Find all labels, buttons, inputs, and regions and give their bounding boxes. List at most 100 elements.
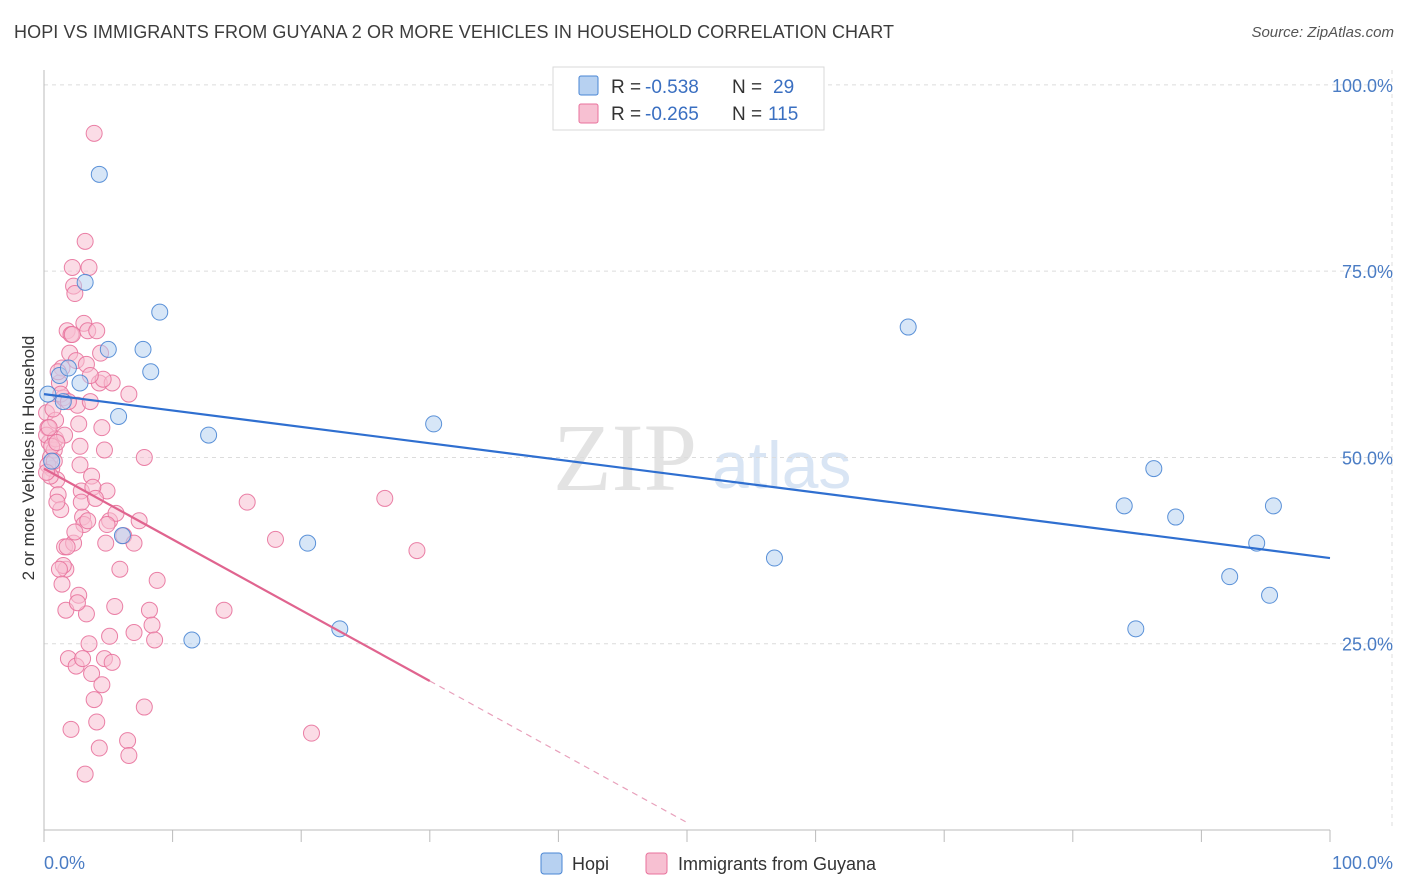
- guyana-point-21: [66, 285, 84, 303]
- legend-r-label-guyana: R =: [611, 104, 641, 125]
- bottom-legend-swatch-hopi: [540, 852, 563, 875]
- guyana-point-98: [58, 538, 76, 556]
- axes: [43, 70, 1331, 842]
- guyana-point-35: [85, 124, 103, 142]
- guyana-point-49: [135, 448, 153, 466]
- guyana-point-38: [93, 419, 111, 437]
- guyana-point-25: [71, 456, 89, 474]
- legend: R = -0.538 N = 29 R = -0.265 N = 115: [552, 66, 825, 131]
- hopi-point-25: [1261, 586, 1279, 604]
- hopi-point-4: [76, 273, 94, 291]
- guyana-point-74: [90, 739, 108, 757]
- guyana-point-51: [143, 616, 161, 634]
- guyana-point-81: [119, 732, 137, 750]
- legend-r-label-hopi: R =: [611, 77, 641, 98]
- source-credit: Source: ZipAtlas.com: [1251, 24, 1394, 41]
- legend-swatch-hopi: [578, 75, 599, 96]
- guyana-point-108: [48, 434, 66, 452]
- guyana-point-73: [88, 713, 106, 731]
- guyana-point-91: [40, 419, 58, 437]
- hopi-point-16: [425, 415, 443, 433]
- guyana-point-88: [302, 724, 320, 742]
- guyana-point-70: [80, 635, 98, 653]
- hopi-point-11: [151, 303, 169, 321]
- chart-title: HOPI VS IMMIGRANTS FROM GUYANA 2 OR MORE…: [14, 22, 895, 42]
- watermark-zip: ZIP: [553, 404, 697, 511]
- legend-r-value-guyana: -0.265: [645, 104, 699, 125]
- legend-r-value-hopi: -0.538: [645, 77, 699, 98]
- trend-line-guyana-extension: [429, 680, 688, 824]
- legend-n-label-guyana: N =: [732, 104, 762, 125]
- y-tick-labels: 25.0% 50.0% 75.0% 100.0%: [1332, 76, 1393, 655]
- guyana-point-99: [63, 326, 81, 344]
- hopi-point-18: [899, 318, 917, 336]
- guyana-point-53: [148, 571, 166, 589]
- guyana-point-86: [266, 530, 284, 548]
- trend-lines: [43, 393, 1331, 824]
- guyana-point-83: [125, 624, 143, 642]
- guyana-point-72: [85, 691, 103, 709]
- hopi-point-27: [59, 359, 77, 377]
- bottom-legend-swatch-guyana: [645, 852, 668, 875]
- legend-n-value-guyana: 115: [768, 104, 798, 125]
- hopi-point-17: [765, 549, 783, 567]
- legend-n-value-hopi: 29: [773, 77, 794, 98]
- guyana-point-44: [111, 560, 129, 578]
- guyana-point-101: [74, 650, 92, 668]
- guyana-point-85: [238, 493, 256, 511]
- y-tick-label-2: 75.0%: [1342, 262, 1393, 282]
- guyana-point-89: [376, 489, 394, 507]
- guyana-point-19: [63, 258, 81, 276]
- hopi-point-7: [110, 407, 128, 425]
- hopi-point-5: [90, 165, 108, 183]
- guyana-point-24: [70, 415, 88, 433]
- guyana-point-102: [76, 765, 94, 783]
- guyana-point-63: [62, 720, 80, 738]
- x-tick-label-max: 100.0%: [1332, 853, 1393, 873]
- guyana-point-84: [135, 698, 153, 716]
- guyana-point-32: [80, 258, 98, 276]
- watermark: ZIP atlas: [553, 404, 851, 511]
- series-immigrants-from-guyana: [38, 124, 426, 783]
- guyana-point-94: [48, 493, 66, 511]
- guyana-point-71: [83, 665, 101, 683]
- y-tick-label-1: 50.0%: [1342, 448, 1393, 468]
- guyana-point-96: [53, 575, 71, 593]
- x-tick-label-min: 0.0%: [44, 853, 85, 873]
- legend-swatch-guyana: [578, 103, 599, 124]
- trend-line-hopi: [43, 393, 1331, 560]
- hopi-point-10: [142, 363, 160, 381]
- guyana-point-39: [95, 441, 113, 459]
- y-axis-label: 2 or more Vehicles in Household: [19, 336, 38, 581]
- hopi-point-28: [43, 452, 61, 470]
- guyana-point-100: [68, 594, 86, 612]
- guyana-point-77: [98, 516, 116, 534]
- bottom-legend-label-guyana: Immigrants from Guyana: [678, 854, 877, 874]
- series-hopi: [39, 165, 1282, 649]
- guyana-point-69: [77, 605, 95, 623]
- guyana-point-95: [50, 560, 68, 578]
- guyana-point-82: [120, 746, 138, 764]
- legend-n-label-hopi: N =: [732, 77, 762, 98]
- hopi-point-3: [71, 374, 89, 392]
- hopi-point-23: [1221, 568, 1239, 586]
- guyana-point-90: [408, 542, 426, 560]
- guyana-point-114: [71, 437, 89, 455]
- y-tick-label-3: 100.0%: [1332, 76, 1393, 96]
- guyana-point-36: [88, 322, 106, 340]
- guyana-point-103: [79, 512, 97, 530]
- guyana-point-75: [93, 676, 111, 694]
- guyana-point-67: [72, 493, 90, 511]
- guyana-point-111: [66, 523, 84, 541]
- hopi-point-8: [113, 527, 131, 545]
- y-tick-label-0: 25.0%: [1342, 635, 1393, 655]
- bottom-legend: Hopi Immigrants from Guyana: [540, 852, 877, 875]
- hopi-point-12: [183, 631, 201, 649]
- guyana-point-46: [120, 385, 138, 403]
- hopi-point-21: [1145, 460, 1163, 478]
- watermark-atlas: atlas: [712, 428, 851, 502]
- guyana-point-29: [76, 232, 94, 250]
- hopi-point-6: [99, 340, 117, 358]
- hopi-point-13: [200, 426, 218, 444]
